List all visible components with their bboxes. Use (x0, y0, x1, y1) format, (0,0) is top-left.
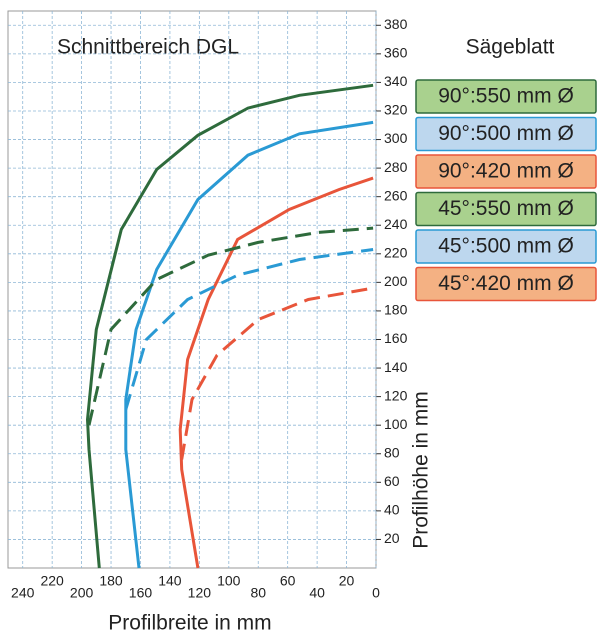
curve (124, 248, 374, 410)
y-tick-label: 80 (384, 444, 400, 460)
legend-label: 90°:550 mm Ø (438, 85, 574, 108)
x-tick-label: 220 (40, 573, 64, 589)
x-tick-label: 120 (188, 585, 212, 601)
y-tick-label: 60 (384, 473, 400, 489)
legend-box (415, 229, 597, 264)
y-tick-label: 160 (384, 330, 408, 346)
x-tick-label: 180 (99, 573, 123, 589)
x-tick-label: 60 (280, 573, 296, 589)
y-tick-label: 140 (384, 359, 408, 375)
legend-label: 45°:500 mm Ø (438, 235, 574, 258)
y-tick-label: 260 (384, 187, 408, 203)
x-tick-label: 160 (129, 585, 153, 601)
legend-label: 90°:500 mm Ø (438, 122, 574, 145)
legend-box (415, 154, 597, 189)
legend-title: Sägeblatt (466, 36, 555, 59)
y-tick-label: 100 (384, 416, 408, 432)
y-tick-label: 20 (384, 530, 400, 546)
y-tick-label: 200 (384, 273, 408, 289)
legend-label: 45°:420 mm Ø (438, 272, 574, 295)
y-tick-label: 280 (384, 159, 408, 175)
x-tick-label: 80 (250, 585, 266, 601)
chart-title: Schnittbereich DGL (57, 36, 239, 59)
x-tick-label: 20 (339, 573, 355, 589)
x-tick-label: 100 (217, 573, 241, 589)
x-tick-label: 240 (11, 585, 35, 601)
curve (180, 286, 374, 460)
legend-label: 45°:550 mm Ø (438, 197, 574, 220)
legend-box (415, 191, 597, 227)
x-tick-label: 200 (70, 585, 94, 601)
y-tick-label: 380 (384, 16, 408, 32)
legend-box (415, 266, 597, 302)
x-tick-label: 0 (372, 585, 380, 601)
y-axis-label: Profilhöhe in mm (410, 391, 433, 549)
y-tick-label: 120 (384, 387, 408, 403)
y-tick-label: 360 (384, 45, 408, 61)
y-tick-label: 240 (384, 216, 408, 232)
x-tick-label: 40 (309, 585, 325, 601)
legend-box (415, 116, 597, 152)
plot-area (7, 10, 377, 569)
x-axis-label: Profilbreite in mm (108, 612, 271, 635)
y-tick-label: 180 (384, 302, 408, 318)
curve (85, 83, 374, 569)
x-tick-label: 140 (158, 573, 182, 589)
legend-box (415, 79, 597, 114)
legend-label: 90°:420 mm Ø (438, 160, 574, 183)
curve (87, 226, 374, 426)
y-tick-label: 320 (384, 102, 408, 118)
y-tick-label: 40 (384, 502, 400, 518)
y-tick-label: 300 (384, 130, 408, 146)
curve (124, 120, 374, 569)
y-tick-label: 220 (384, 244, 408, 260)
y-tick-label: 340 (384, 73, 408, 89)
